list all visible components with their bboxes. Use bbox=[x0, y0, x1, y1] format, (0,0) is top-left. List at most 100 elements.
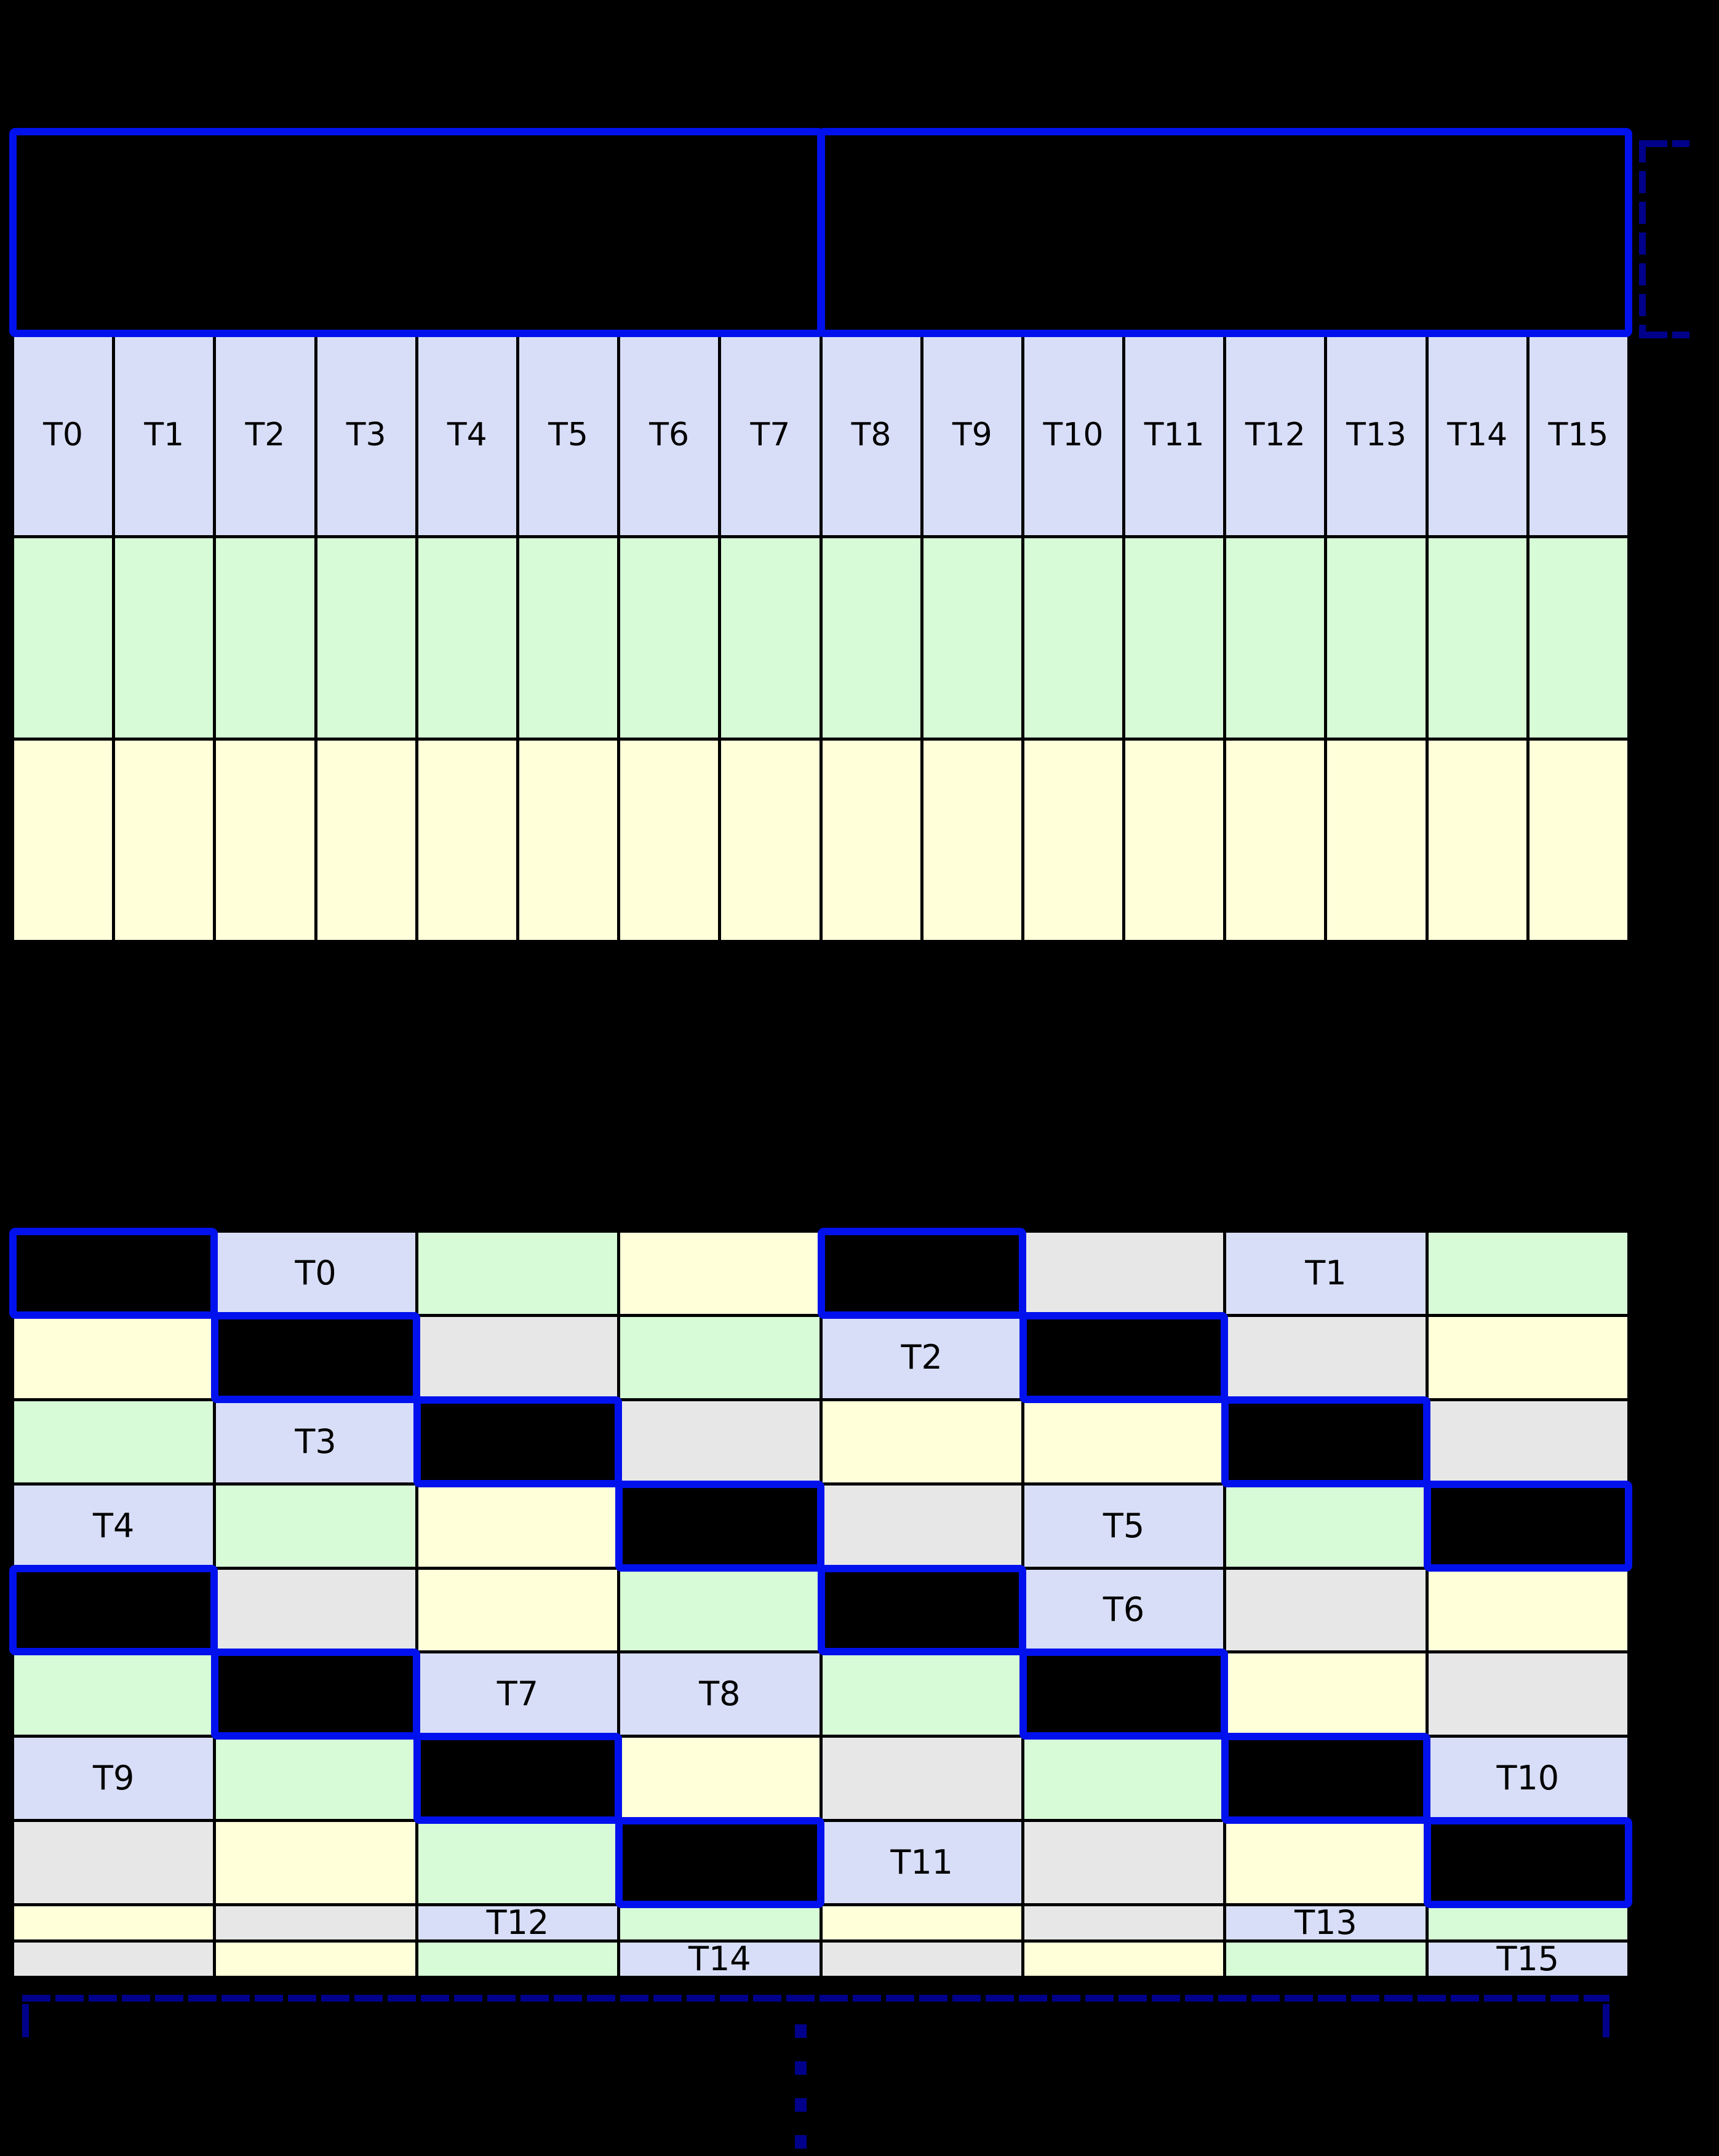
memory-cell bbox=[721, 538, 820, 738]
tile-cell: T0 bbox=[216, 1233, 415, 1314]
tile-cell bbox=[14, 1822, 213, 1903]
thread-label: T3 bbox=[295, 1422, 337, 1461]
memory-cell: T7 bbox=[721, 335, 820, 535]
memory-cell bbox=[1226, 538, 1325, 738]
thread-label: T13 bbox=[1346, 416, 1406, 454]
tile-cell bbox=[1226, 1943, 1426, 1976]
memory-cell bbox=[1125, 740, 1224, 940]
tile-cell: T11 bbox=[822, 1822, 1021, 1903]
row-span-bracket-bottom bbox=[1639, 332, 1689, 338]
tile-cell bbox=[1428, 1653, 1627, 1735]
tile-cell bbox=[620, 1738, 820, 1820]
memory-cell: T5 bbox=[519, 335, 618, 535]
linear-memory-grid: T0 T1 T2 T3 T4 T5 T6 T7 T8 T9 T10 T11 T12 T13 T14 T15 bbox=[9, 128, 1632, 947]
memory-cell bbox=[1428, 538, 1526, 738]
memory-cell bbox=[1428, 740, 1526, 940]
continuation-ellipsis-dot bbox=[795, 2135, 807, 2149]
tile-cell: T1 bbox=[1226, 1233, 1426, 1314]
thread-label: T13 bbox=[1294, 1903, 1357, 1942]
memory-cell bbox=[822, 538, 920, 738]
grid-span-bracket-right-tick bbox=[1603, 2004, 1609, 2037]
tile-cell bbox=[822, 1653, 1021, 1735]
tile-cell bbox=[216, 1822, 415, 1903]
thread-label: T4 bbox=[93, 1506, 135, 1545]
memory-cell bbox=[115, 538, 213, 738]
tile-cell bbox=[620, 1569, 820, 1651]
memory-cell: T10 bbox=[1024, 335, 1123, 535]
thread-label: T12 bbox=[486, 1903, 549, 1942]
grid-span-bracket-left-tick bbox=[22, 2004, 29, 2037]
thread-label: T7 bbox=[497, 1674, 539, 1714]
memory-cell bbox=[1327, 740, 1426, 940]
memory-cell: T4 bbox=[418, 335, 516, 535]
thread-label: T7 bbox=[750, 416, 791, 454]
tile-cell bbox=[1226, 1822, 1426, 1903]
memory-cell bbox=[14, 538, 113, 738]
tile-cell bbox=[216, 1943, 415, 1976]
tile-cell bbox=[1226, 1485, 1426, 1567]
tile-cell bbox=[418, 1316, 618, 1398]
thread-cell-border-T1 bbox=[817, 1228, 1026, 1319]
thread-label: T1 bbox=[144, 416, 185, 454]
memory-cell bbox=[1226, 740, 1325, 940]
tile-cell bbox=[620, 1233, 820, 1314]
thread-label: T14 bbox=[688, 1939, 751, 1978]
memory-cell bbox=[923, 538, 1021, 738]
thread-cell-border-T6 bbox=[615, 1480, 824, 1572]
tile-cell bbox=[1226, 1653, 1426, 1735]
thread-label: T0 bbox=[295, 1253, 337, 1292]
memory-cell bbox=[216, 538, 314, 738]
thread-label: T6 bbox=[649, 416, 690, 454]
tile-cell bbox=[822, 1943, 1021, 1976]
tile-cell bbox=[1024, 1738, 1224, 1820]
memory-cell: T14 bbox=[1428, 335, 1526, 535]
row-span-bracket-vertical bbox=[1639, 140, 1646, 338]
tile-cell bbox=[216, 1569, 415, 1651]
tile-cell bbox=[216, 1738, 415, 1820]
grid-span-bracket-line bbox=[22, 1995, 1609, 2002]
thread-label: T10 bbox=[1496, 1759, 1560, 1798]
memory-cell bbox=[519, 538, 618, 738]
thread-label: T14 bbox=[1447, 416, 1508, 454]
memory-cell: T11 bbox=[1125, 335, 1224, 535]
thread-group-8-15-border bbox=[817, 128, 1632, 338]
thread-cell-border-T3 bbox=[1019, 1311, 1229, 1403]
memory-cell: T2 bbox=[216, 335, 314, 535]
memory-cell: T9 bbox=[923, 335, 1021, 535]
row-span-bracket-top bbox=[1639, 140, 1689, 147]
tile-cell: T10 bbox=[1428, 1738, 1627, 1820]
thread-label: T3 bbox=[346, 416, 386, 454]
memory-cell bbox=[14, 740, 113, 940]
tile-cell bbox=[620, 1401, 820, 1482]
tile-cell: T14 bbox=[620, 1939, 820, 1978]
memory-cell bbox=[519, 740, 618, 940]
tile-cell bbox=[1024, 1943, 1224, 1976]
tile-cell bbox=[1024, 1233, 1224, 1314]
tile-cell bbox=[418, 1485, 618, 1567]
thread-label: T9 bbox=[93, 1759, 135, 1798]
tile-cell bbox=[14, 1316, 213, 1398]
memory-cell: T8 bbox=[822, 335, 920, 535]
tile-cell: T4 bbox=[14, 1485, 213, 1567]
thread-cell-border-T12 bbox=[413, 1733, 623, 1824]
tile-cell: T12 bbox=[418, 1903, 618, 1942]
memory-cell bbox=[418, 538, 516, 738]
tile-cell: T7 bbox=[418, 1653, 618, 1735]
tile-cell: T15 bbox=[1428, 1943, 1627, 1976]
tile-cell: T13 bbox=[1226, 1903, 1426, 1942]
thread-label: T11 bbox=[1144, 416, 1205, 454]
tile-cell bbox=[216, 1906, 415, 1939]
memory-cell bbox=[418, 740, 516, 940]
tile-cell: T9 bbox=[14, 1738, 213, 1820]
tiled-thread-grid: T0 T1 T2 T3 T4 T5 T6 T7 T8 T9 T10 T11 T12 T13 T14 T15 bbox=[9, 1228, 1632, 1979]
tile-cell bbox=[822, 1485, 1021, 1567]
memory-cell bbox=[620, 740, 719, 940]
tile-cell bbox=[14, 1906, 213, 1939]
thread-cell-border-T13 bbox=[1221, 1733, 1430, 1824]
memory-cell bbox=[620, 538, 719, 738]
tile-cell bbox=[1428, 1316, 1627, 1398]
tile-cell bbox=[822, 1906, 1021, 1939]
memory-cell bbox=[822, 740, 920, 940]
memory-cell bbox=[1125, 538, 1224, 738]
tile-cell bbox=[216, 1485, 415, 1567]
